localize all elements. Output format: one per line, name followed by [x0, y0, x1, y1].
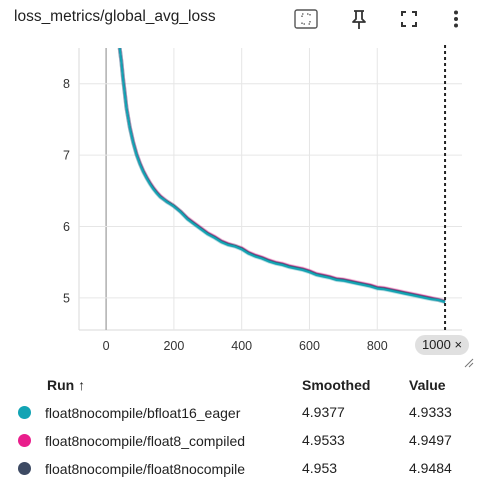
x-tick-label: 0 — [103, 339, 110, 353]
raw-value: 4.9333 — [409, 404, 452, 420]
legend-row[interactable]: float8nocompile/float8nocompile 4.953 4.… — [0, 454, 491, 482]
run-name: float8nocompile/bfloat16_eager — [45, 404, 241, 421]
smoothed-column-header[interactable]: Smoothed — [302, 377, 371, 393]
smoothed-value: 4.953 — [302, 460, 338, 476]
run-name: float8nocompile/float8_compiled — [45, 432, 246, 449]
y-tick-label: 5 — [63, 291, 70, 305]
series-color-swatch — [18, 406, 31, 420]
smoothed-value: 4.9377 — [302, 404, 345, 420]
resize-handle-icon[interactable] — [464, 358, 474, 368]
run-name: float8nocompile/float8nocompile — [45, 460, 246, 477]
line-chart[interactable]: 0 200 400 600 800 5 6 7 8 — [0, 0, 491, 370]
value-column-header[interactable]: Value — [409, 377, 446, 393]
more-vert-icon — [454, 10, 458, 28]
more-options-button[interactable] — [443, 6, 469, 32]
fullscreen-icon — [401, 11, 417, 27]
fit-domain-button[interactable] — [293, 6, 319, 32]
pin-icon — [352, 10, 366, 29]
raw-value: 4.9497 — [409, 432, 452, 448]
series-color-swatch — [18, 462, 31, 476]
x-tick-label: 800 — [367, 339, 388, 353]
legend-table: Run ↑ Smoothed Value float8nocompile/bfl… — [0, 372, 491, 482]
series-color-swatch — [18, 434, 31, 448]
y-tick-label: 7 — [63, 149, 70, 163]
card-toolbar — [293, 6, 483, 32]
raw-value: 4.9484 — [409, 460, 452, 476]
x-tick-label: 200 — [163, 339, 184, 353]
pin-button[interactable] — [346, 6, 372, 32]
card-title: loss_metrics/global_avg_loss — [14, 8, 216, 25]
y-tick-label: 8 — [63, 77, 70, 91]
x-tick-label: 400 — [231, 339, 252, 353]
x-tick-label: 600 — [299, 339, 320, 353]
legend-row[interactable]: float8nocompile/float8_compiled 4.9533 4… — [0, 426, 491, 454]
series-line — [118, 48, 446, 304]
fullscreen-button[interactable] — [396, 6, 422, 32]
smoothed-value: 4.9533 — [302, 432, 345, 448]
hover-x-badge[interactable]: 1000 × — [415, 335, 469, 355]
y-tick-label: 6 — [63, 220, 70, 234]
legend-row[interactable]: float8nocompile/bfloat16_eager 4.9377 4.… — [0, 398, 491, 426]
run-column-header[interactable]: Run ↑ — [47, 377, 86, 393]
fit-domain-icon — [294, 9, 318, 29]
legend-header-row: Run ↑ Smoothed Value — [0, 372, 491, 398]
